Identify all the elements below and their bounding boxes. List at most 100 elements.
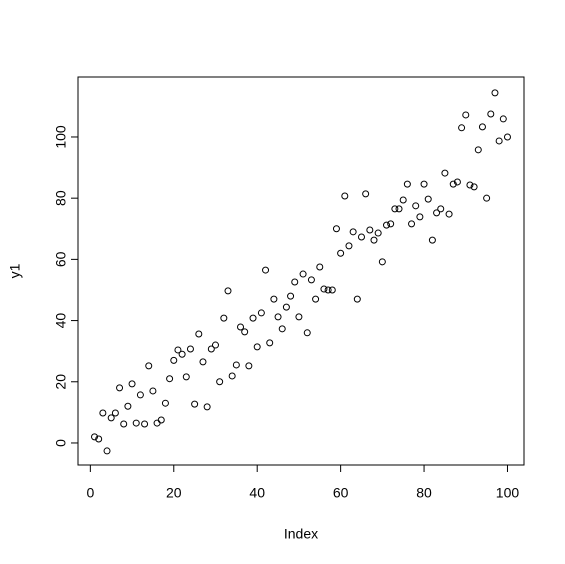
- point: [282, 303, 290, 311]
- point: [124, 402, 132, 410]
- point: [307, 276, 315, 284]
- point: [220, 314, 228, 322]
- point: [228, 372, 236, 380]
- point: [103, 447, 111, 455]
- point: [136, 391, 144, 399]
- point: [441, 169, 449, 177]
- point: [466, 181, 474, 189]
- point: [412, 202, 420, 210]
- x-tick-label: 80: [416, 485, 432, 501]
- point: [182, 373, 190, 381]
- point: [453, 178, 461, 186]
- point: [416, 213, 424, 221]
- x-tick-label: 60: [333, 485, 349, 501]
- point: [266, 339, 274, 347]
- point: [332, 225, 340, 233]
- point: [291, 278, 299, 286]
- point: [483, 194, 491, 202]
- point: [474, 146, 482, 154]
- point: [111, 409, 119, 417]
- point: [170, 356, 178, 364]
- point: [320, 285, 328, 293]
- y-tick-label: 80: [53, 190, 69, 206]
- point: [357, 233, 365, 241]
- point: [462, 111, 470, 119]
- point: [316, 263, 324, 271]
- y-tick-label: 40: [53, 313, 69, 329]
- point: [99, 409, 107, 417]
- point: [224, 287, 232, 295]
- point: [428, 236, 436, 244]
- point: [378, 258, 386, 266]
- point: [366, 226, 374, 234]
- point: [303, 329, 311, 337]
- point: [95, 435, 103, 443]
- point: [353, 295, 361, 303]
- point: [420, 180, 428, 188]
- y-tick-label: 0: [53, 439, 69, 447]
- point: [191, 400, 199, 408]
- point: [341, 192, 349, 200]
- point: [237, 323, 245, 331]
- point: [107, 414, 115, 422]
- point: [211, 341, 219, 349]
- point: [491, 89, 499, 97]
- point: [203, 403, 211, 411]
- point: [408, 220, 416, 228]
- point: [391, 205, 399, 213]
- point: [387, 220, 395, 228]
- point: [445, 210, 453, 218]
- point: [478, 123, 486, 131]
- x-tick-label: 20: [166, 485, 182, 501]
- point: [470, 183, 478, 191]
- point: [383, 221, 391, 229]
- point: [395, 205, 403, 213]
- point: [362, 190, 370, 198]
- point: [299, 270, 307, 278]
- x-axis-label: Index: [284, 526, 318, 542]
- point: [207, 345, 215, 353]
- point: [503, 133, 511, 141]
- point: [399, 196, 407, 204]
- point: [241, 328, 249, 336]
- point: [132, 419, 140, 427]
- point: [403, 180, 411, 188]
- point: [161, 399, 169, 407]
- point: [120, 420, 128, 428]
- point: [337, 249, 345, 257]
- point: [128, 380, 136, 388]
- point: [116, 384, 124, 392]
- point: [287, 292, 295, 300]
- point: [153, 419, 161, 427]
- point: [145, 362, 153, 370]
- point: [328, 286, 336, 294]
- point: [178, 350, 186, 358]
- point: [253, 343, 261, 351]
- point: [312, 295, 320, 303]
- point: [433, 209, 441, 217]
- y-axis-label: y1: [7, 263, 23, 278]
- point: [499, 115, 507, 123]
- x-tick-label: 100: [496, 485, 520, 501]
- point: [141, 420, 149, 428]
- point: [370, 236, 378, 244]
- point: [345, 242, 353, 250]
- point: [437, 205, 445, 213]
- point: [374, 229, 382, 237]
- y-tick-label: 60: [53, 251, 69, 267]
- point: [91, 433, 99, 441]
- point: [262, 266, 270, 274]
- point: [495, 137, 503, 145]
- point: [295, 313, 303, 321]
- point: [149, 387, 157, 395]
- point: [424, 195, 432, 203]
- point: [324, 286, 332, 294]
- x-tick-label: 0: [86, 485, 94, 501]
- point: [257, 309, 265, 317]
- point: [216, 378, 224, 386]
- point: [166, 375, 174, 383]
- plot-box: [77, 76, 525, 466]
- y-tick-label: 100: [53, 125, 69, 149]
- point: [278, 325, 286, 333]
